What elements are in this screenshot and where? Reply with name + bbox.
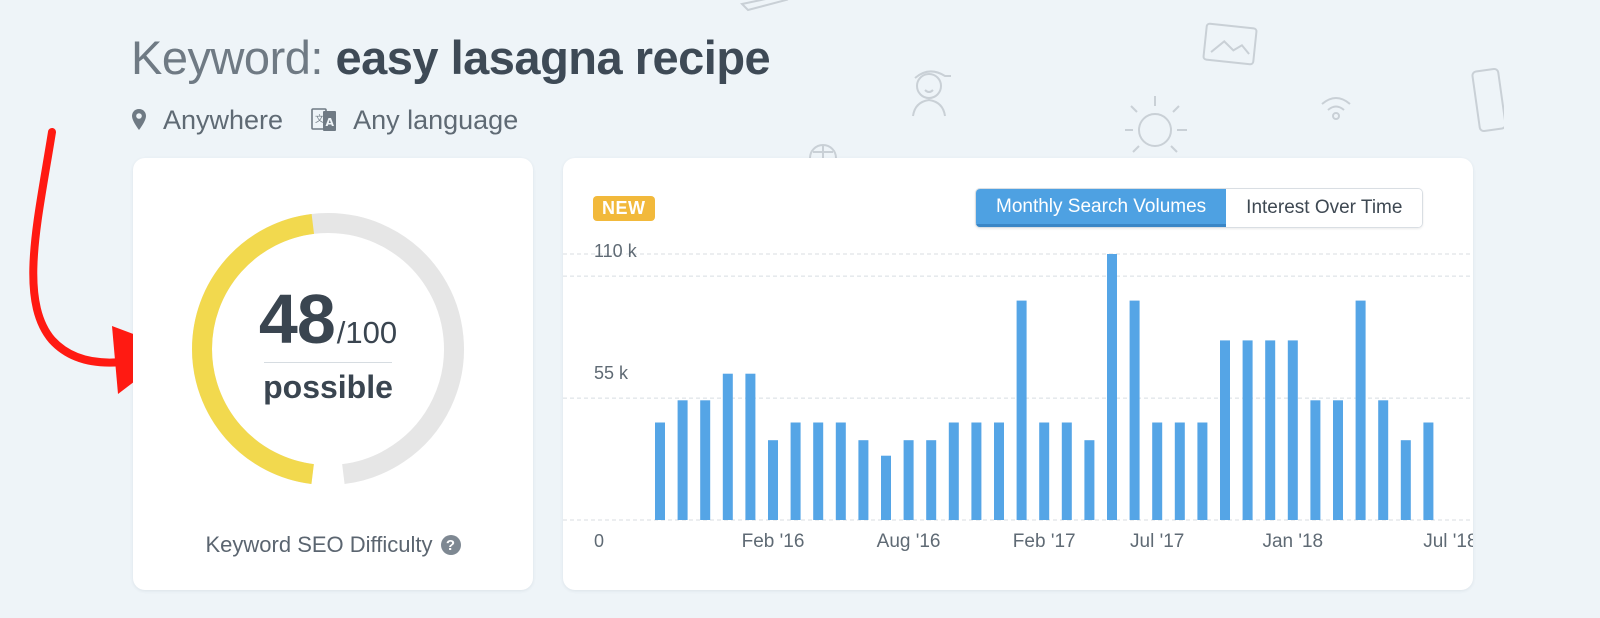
volume-bar[interactable] xyxy=(722,373,733,520)
tab-interest-over-time[interactable]: Interest Over Time xyxy=(1226,189,1423,227)
wifi-doodle-icon xyxy=(1318,90,1354,124)
y-tick-label: 110 k xyxy=(594,241,638,261)
difficulty-score-value: 48 xyxy=(258,280,336,358)
volume-bar[interactable] xyxy=(1061,422,1072,521)
x-tick-label: Feb '17 xyxy=(1013,531,1076,552)
volume-bar[interactable] xyxy=(1310,400,1321,520)
volume-bar[interactable] xyxy=(677,400,688,520)
volume-bar[interactable] xyxy=(1265,340,1276,520)
difficulty-score-block: 48 /100 possible xyxy=(187,208,469,490)
difficulty-score: 48 /100 xyxy=(259,284,397,354)
keyword-difficulty-card: 48 /100 possible Keyword SEO Difficulty … xyxy=(133,158,533,590)
pencil-doodle-icon xyxy=(740,0,790,12)
y-tick-label: 0 xyxy=(594,531,604,551)
x-tick-label: Jul '17 xyxy=(1130,531,1184,552)
volume-bar[interactable] xyxy=(903,440,914,520)
y-tick-label: 55 k xyxy=(594,363,629,383)
volume-bar[interactable] xyxy=(1039,422,1050,521)
keyword-title: Keyword: easy lasagna recipe xyxy=(131,30,771,86)
location-filter[interactable]: Anywhere xyxy=(131,105,283,136)
new-badge: NEW xyxy=(593,196,655,221)
volume-bar[interactable] xyxy=(1107,254,1117,520)
volume-bar[interactable] xyxy=(1378,400,1389,520)
volume-bar[interactable] xyxy=(971,422,982,521)
x-tick-label: Jul '18 xyxy=(1423,531,1473,552)
volume-bar[interactable] xyxy=(1174,422,1185,521)
volume-bar[interactable] xyxy=(881,455,891,520)
difficulty-caption: Keyword SEO Difficulty ? xyxy=(133,532,533,558)
phone-doodle-icon xyxy=(1470,66,1504,136)
volume-bar[interactable] xyxy=(813,422,824,521)
keyword-term: easy lasagna recipe xyxy=(335,31,771,84)
search-volume-card: NEW Monthly Search Volumes Interest Over… xyxy=(563,158,1473,590)
difficulty-gauge xyxy=(192,213,464,484)
keyword-title-prefix: Keyword: xyxy=(131,31,323,84)
volume-bar[interactable] xyxy=(1423,422,1434,521)
volume-bar[interactable] xyxy=(745,373,756,520)
difficulty-divider xyxy=(264,362,392,363)
volume-bar[interactable] xyxy=(926,440,937,520)
chart-view-tabs: Monthly Search Volumes Interest Over Tim… xyxy=(975,188,1424,228)
globe-doodle-icon xyxy=(808,144,838,158)
volume-bar[interactable] xyxy=(1333,400,1343,520)
volume-bar[interactable] xyxy=(1129,300,1140,520)
tab-monthly-search-volumes[interactable]: Monthly Search Volumes xyxy=(976,189,1227,227)
svg-text:文: 文 xyxy=(315,113,324,125)
volume-bar[interactable] xyxy=(768,440,778,520)
location-filter-label: Anywhere xyxy=(163,104,284,135)
volume-bar[interactable] xyxy=(948,422,959,521)
volume-bar[interactable] xyxy=(655,422,665,521)
x-tick-label: Aug '16 xyxy=(877,531,941,552)
volume-bar[interactable] xyxy=(1197,422,1208,521)
location-pin-icon xyxy=(131,108,147,132)
volume-bar[interactable] xyxy=(994,422,1004,521)
svg-text:A: A xyxy=(326,116,335,129)
x-tick-label: Feb '16 xyxy=(742,531,805,552)
volume-bar[interactable] xyxy=(835,422,846,521)
volume-bar[interactable] xyxy=(858,440,869,520)
volume-bar[interactable] xyxy=(1400,440,1411,520)
difficulty-caption-text: Keyword SEO Difficulty xyxy=(205,532,433,557)
volume-bar[interactable] xyxy=(1152,422,1163,521)
person-doodle-icon xyxy=(905,64,959,120)
x-tick-label: Jan '18 xyxy=(1262,531,1323,552)
volume-bar[interactable] xyxy=(1220,340,1230,520)
volume-bar[interactable] xyxy=(1355,300,1366,520)
volume-bar[interactable] xyxy=(1287,340,1298,520)
gauge-fill xyxy=(192,213,315,484)
help-icon[interactable]: ? xyxy=(440,535,461,555)
language-filter-label: Any language xyxy=(353,104,519,135)
difficulty-score-max: /100 xyxy=(336,315,398,350)
volume-bar[interactable] xyxy=(1242,340,1253,520)
sun-doodle-icon xyxy=(1117,92,1193,158)
difficulty-label: possible xyxy=(263,369,393,405)
search-volume-chart: 0 55 k 110 k Feb '16 Aug '16 Feb '17 Jul '17 Ja… xyxy=(563,241,1473,552)
volume-bar[interactable] xyxy=(790,422,801,521)
volume-bar[interactable] xyxy=(1084,440,1095,520)
volume-bar[interactable] xyxy=(1016,300,1027,520)
photo-doodle-icon xyxy=(1202,18,1260,68)
volume-bar[interactable] xyxy=(700,400,711,520)
